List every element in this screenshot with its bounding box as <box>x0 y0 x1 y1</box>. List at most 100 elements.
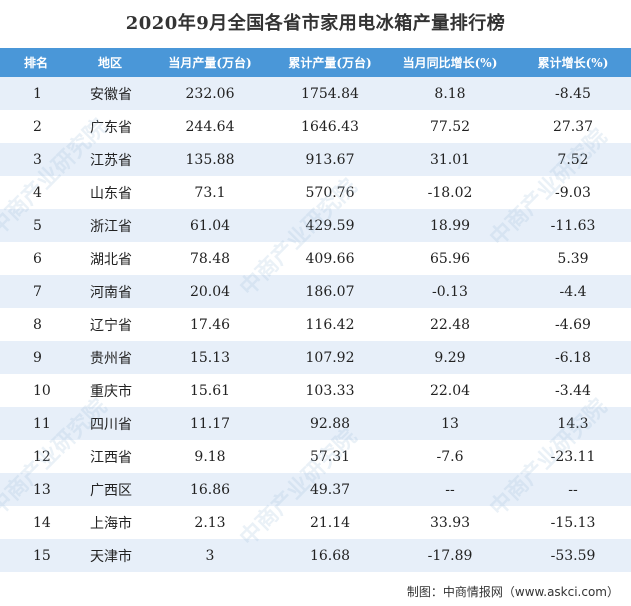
table-row: 8 辽宁省 17.46 116.42 22.48 -4.69 <box>0 308 631 341</box>
cell-cumulative-output: 409.66 <box>275 242 385 275</box>
cell-cumulative-output: 16.68 <box>275 539 385 572</box>
cell-monthly-output: 73.1 <box>145 176 275 209</box>
ranking-table: 排名 地区 当月产量(万台) 累计产量(万台) 当月同比增长(%) 累计增长(%… <box>0 48 631 572</box>
cell-monthly-yoy-growth: -- <box>385 473 515 506</box>
cell-region: 湖北省 <box>70 242 145 275</box>
header-monthly-output: 当月产量(万台) <box>145 48 275 77</box>
cell-monthly-output: 15.61 <box>145 374 275 407</box>
cell-region: 河南省 <box>70 275 145 308</box>
cell-rank: 6 <box>0 242 70 275</box>
cell-monthly-output: 20.04 <box>145 275 275 308</box>
cell-cumulative-output: 186.07 <box>275 275 385 308</box>
table-row: 2 广东省 244.64 1646.43 77.52 27.37 <box>0 110 631 143</box>
cell-monthly-yoy-growth: -18.02 <box>385 176 515 209</box>
table-row: 12 江西省 9.18 57.31 -7.6 -23.11 <box>0 440 631 473</box>
header-rank: 排名 <box>0 48 70 77</box>
cell-region: 山东省 <box>70 176 145 209</box>
source-credit: 制图：中商情报网（www.askci.com） <box>406 585 619 599</box>
cell-cumulative-output: 92.88 <box>275 407 385 440</box>
table-header-row: 排名 地区 当月产量(万台) 累计产量(万台) 当月同比增长(%) 累计增长(%… <box>0 48 631 77</box>
cell-monthly-yoy-growth: 18.99 <box>385 209 515 242</box>
header-cumulative-output: 累计产量(万台) <box>275 48 385 77</box>
cell-cumulative-growth: 27.37 <box>515 110 631 143</box>
table-row: 14 上海市 2.13 21.14 33.93 -15.13 <box>0 506 631 539</box>
cell-region: 广东省 <box>70 110 145 143</box>
table-body: 1 安徽省 232.06 1754.84 8.18 -8.45 2 广东省 244.64 1646… <box>0 77 631 572</box>
table-row: 15 天津市 3 16.68 -17.89 -53.59 <box>0 539 631 572</box>
header-cumulative-growth: 累计增长(%) <box>515 48 631 77</box>
cell-rank: 9 <box>0 341 70 374</box>
cell-monthly-yoy-growth: 22.04 <box>385 374 515 407</box>
cell-monthly-yoy-growth: -0.13 <box>385 275 515 308</box>
cell-rank: 14 <box>0 506 70 539</box>
cell-region: 浙江省 <box>70 209 145 242</box>
cell-rank: 4 <box>0 176 70 209</box>
cell-cumulative-growth: -4.69 <box>515 308 631 341</box>
cell-region: 广西区 <box>70 473 145 506</box>
cell-cumulative-growth: -9.03 <box>515 176 631 209</box>
cell-monthly-yoy-growth: 33.93 <box>385 506 515 539</box>
page-title: 2020年9月全国各省市家用电冰箱产量排行榜 <box>125 13 506 34</box>
cell-cumulative-output: 57.31 <box>275 440 385 473</box>
table-row: 4 山东省 73.1 570.76 -18.02 -9.03 <box>0 176 631 209</box>
cell-rank: 5 <box>0 209 70 242</box>
cell-cumulative-output: 429.59 <box>275 209 385 242</box>
cell-region: 重庆市 <box>70 374 145 407</box>
cell-rank: 10 <box>0 374 70 407</box>
cell-monthly-yoy-growth: 65.96 <box>385 242 515 275</box>
table-row: 10 重庆市 15.61 103.33 22.04 -3.44 <box>0 374 631 407</box>
cell-rank: 15 <box>0 539 70 572</box>
cell-monthly-yoy-growth: 31.01 <box>385 143 515 176</box>
table-row: 5 浙江省 61.04 429.59 18.99 -11.63 <box>0 209 631 242</box>
cell-monthly-output: 244.64 <box>145 110 275 143</box>
cell-cumulative-growth: -- <box>515 473 631 506</box>
table-row: 13 广西区 16.86 49.37 -- -- <box>0 473 631 506</box>
cell-cumulative-output: 116.42 <box>275 308 385 341</box>
cell-monthly-output: 9.18 <box>145 440 275 473</box>
cell-cumulative-growth: -11.63 <box>515 209 631 242</box>
cell-cumulative-output: 913.67 <box>275 143 385 176</box>
cell-cumulative-output: 49.37 <box>275 473 385 506</box>
cell-region: 四川省 <box>70 407 145 440</box>
cell-cumulative-output: 570.76 <box>275 176 385 209</box>
cell-cumulative-output: 1646.43 <box>275 110 385 143</box>
cell-monthly-yoy-growth: -17.89 <box>385 539 515 572</box>
cell-cumulative-growth: 14.3 <box>515 407 631 440</box>
cell-monthly-output: 61.04 <box>145 209 275 242</box>
cell-region: 贵州省 <box>70 341 145 374</box>
table-row: 6 湖北省 78.48 409.66 65.96 5.39 <box>0 242 631 275</box>
cell-monthly-yoy-growth: 22.48 <box>385 308 515 341</box>
cell-rank: 8 <box>0 308 70 341</box>
cell-monthly-output: 78.48 <box>145 242 275 275</box>
cell-rank: 1 <box>0 77 70 110</box>
cell-monthly-output: 3 <box>145 539 275 572</box>
cell-region: 江西省 <box>70 440 145 473</box>
cell-cumulative-growth: -53.59 <box>515 539 631 572</box>
cell-cumulative-output: 107.92 <box>275 341 385 374</box>
cell-cumulative-growth: -6.18 <box>515 341 631 374</box>
cell-monthly-yoy-growth: 8.18 <box>385 77 515 110</box>
cell-monthly-yoy-growth: 9.29 <box>385 341 515 374</box>
table-row: 3 江苏省 135.88 913.67 31.01 7.52 <box>0 143 631 176</box>
cell-cumulative-growth: -23.11 <box>515 440 631 473</box>
cell-monthly-yoy-growth: 77.52 <box>385 110 515 143</box>
cell-monthly-output: 17.46 <box>145 308 275 341</box>
header-monthly-yoy-growth: 当月同比增长(%) <box>385 48 515 77</box>
cell-monthly-output: 232.06 <box>145 77 275 110</box>
table-row: 1 安徽省 232.06 1754.84 8.18 -8.45 <box>0 77 631 110</box>
cell-region: 辽宁省 <box>70 308 145 341</box>
cell-cumulative-growth: -3.44 <box>515 374 631 407</box>
header-region: 地区 <box>70 48 145 77</box>
table-row: 7 河南省 20.04 186.07 -0.13 -4.4 <box>0 275 631 308</box>
table-row: 11 四川省 11.17 92.88 13 14.3 <box>0 407 631 440</box>
cell-cumulative-output: 103.33 <box>275 374 385 407</box>
cell-region: 上海市 <box>70 506 145 539</box>
cell-monthly-output: 2.13 <box>145 506 275 539</box>
cell-monthly-yoy-growth: -7.6 <box>385 440 515 473</box>
cell-region: 安徽省 <box>70 77 145 110</box>
table-row: 9 贵州省 15.13 107.92 9.29 -6.18 <box>0 341 631 374</box>
cell-region: 江苏省 <box>70 143 145 176</box>
cell-monthly-output: 16.86 <box>145 473 275 506</box>
cell-region: 天津市 <box>70 539 145 572</box>
